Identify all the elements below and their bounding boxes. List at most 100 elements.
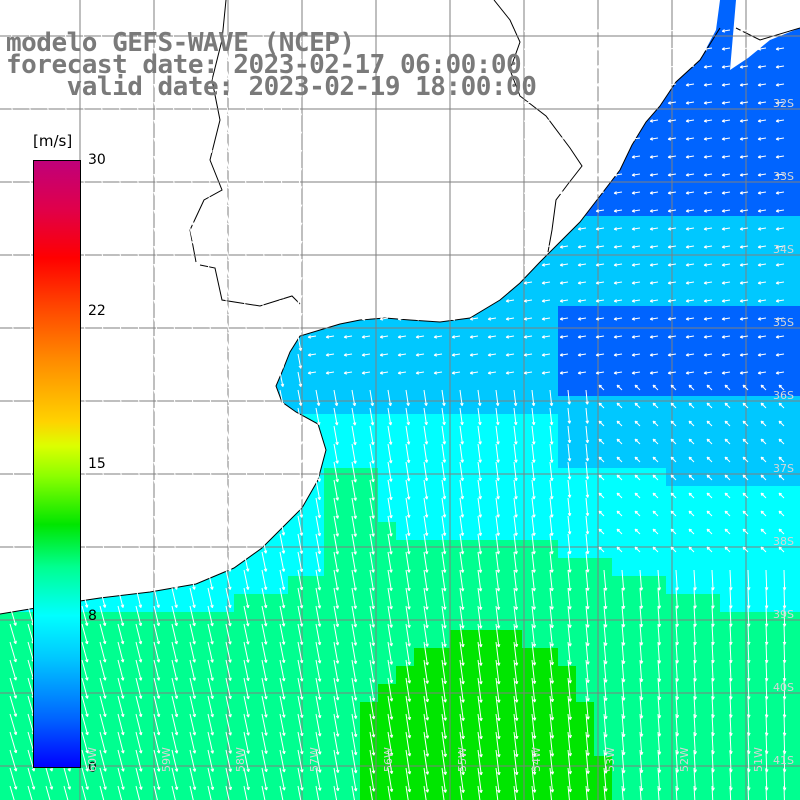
speed-cell bbox=[702, 558, 721, 577]
wind-arrow bbox=[459, 389, 464, 407]
wind-arrow bbox=[487, 137, 497, 141]
speed-cell bbox=[576, 324, 595, 343]
wind-arrow bbox=[279, 65, 285, 81]
wind-arrow bbox=[703, 29, 713, 33]
wind-arrow bbox=[9, 335, 16, 354]
speed-cell bbox=[738, 540, 757, 559]
wind-arrow bbox=[397, 65, 407, 69]
wind-arrow bbox=[505, 353, 515, 357]
wind-arrow bbox=[279, 281, 285, 299]
speed-cell bbox=[756, 576, 775, 595]
speed-cell bbox=[612, 288, 631, 307]
wind-arrow bbox=[487, 29, 497, 33]
wind-arrow bbox=[397, 299, 407, 303]
speed-cell bbox=[648, 522, 667, 541]
wind-arrow bbox=[189, 155, 195, 172]
wind-arrow bbox=[433, 119, 443, 123]
wind-arrow bbox=[469, 83, 479, 87]
speed-cell bbox=[576, 504, 595, 523]
wind-arrow bbox=[613, 101, 623, 105]
wind-arrow bbox=[757, 209, 767, 213]
wind-arrow bbox=[397, 155, 407, 159]
speed-cell bbox=[630, 216, 649, 235]
wind-arrow bbox=[9, 263, 16, 281]
speed-cell bbox=[684, 720, 703, 739]
colorbar-tick: 30 bbox=[88, 152, 106, 168]
wind-arrow bbox=[742, 384, 749, 391]
wind-arrow bbox=[649, 371, 659, 375]
speed-cell bbox=[630, 576, 649, 595]
speed-cell bbox=[504, 540, 523, 559]
speed-cell bbox=[378, 504, 397, 523]
speed-cell bbox=[414, 612, 433, 631]
wind-arrow bbox=[775, 119, 785, 123]
speed-cell bbox=[288, 540, 307, 559]
wind-arrow bbox=[135, 299, 142, 317]
speed-cell bbox=[252, 666, 271, 685]
speed-cell bbox=[648, 234, 667, 253]
speed-cell bbox=[666, 486, 685, 505]
speed-cell bbox=[450, 630, 469, 649]
wind-arrow bbox=[343, 335, 353, 339]
speed-cell bbox=[594, 486, 613, 505]
wind-arrow bbox=[649, 137, 659, 141]
wind-arrow bbox=[523, 47, 533, 51]
speed-cell bbox=[360, 540, 379, 559]
wind-arrow bbox=[207, 371, 214, 390]
speed-cell bbox=[504, 792, 523, 800]
wind-arrow bbox=[721, 335, 731, 339]
wind-arrow bbox=[135, 119, 141, 135]
speed-cell bbox=[216, 612, 235, 631]
speed-cell bbox=[648, 612, 667, 631]
wind-arrow bbox=[117, 353, 124, 372]
wind-arrow bbox=[577, 137, 587, 141]
wind-arrow bbox=[189, 389, 196, 408]
wind-arrow bbox=[81, 191, 88, 208]
wind-arrow bbox=[243, 353, 249, 372]
speed-cell bbox=[756, 504, 775, 523]
wind-arrow bbox=[307, 29, 317, 33]
speed-cell bbox=[0, 720, 19, 739]
wind-arrow bbox=[343, 281, 353, 285]
speed-cell bbox=[468, 720, 487, 739]
speed-cell bbox=[90, 720, 109, 739]
wind-arrow bbox=[307, 245, 317, 249]
speed-cell bbox=[540, 612, 559, 631]
wind-arrow bbox=[685, 317, 695, 321]
wind-arrow bbox=[207, 47, 213, 63]
speed-cell bbox=[774, 504, 793, 523]
wind-arrow bbox=[297, 191, 303, 208]
speed-cell bbox=[612, 648, 631, 667]
speed-cell bbox=[558, 432, 577, 451]
wind-arrow bbox=[261, 317, 267, 336]
speed-cell bbox=[288, 720, 307, 739]
speed-cell bbox=[792, 612, 800, 631]
wind-arrow bbox=[667, 47, 677, 51]
speed-cell bbox=[792, 360, 800, 379]
wind-arrow bbox=[757, 191, 767, 195]
wind-arrow bbox=[757, 101, 767, 105]
speed-cell bbox=[288, 738, 307, 757]
speed-cell bbox=[684, 162, 703, 181]
speed-cell bbox=[666, 360, 685, 379]
longitude-label: 54W bbox=[530, 747, 543, 772]
speed-cell bbox=[558, 612, 577, 631]
wind-arrow bbox=[9, 29, 15, 44]
speed-cell bbox=[612, 486, 631, 505]
speed-cell bbox=[666, 414, 685, 433]
speed-cell bbox=[162, 648, 181, 667]
speed-cell bbox=[324, 360, 343, 379]
wind-arrow bbox=[171, 317, 178, 336]
speed-cell bbox=[396, 630, 415, 649]
speed-cell bbox=[306, 360, 325, 379]
speed-cell bbox=[342, 342, 361, 361]
wind-arrow bbox=[469, 155, 479, 159]
speed-cell bbox=[396, 486, 415, 505]
wind-arrow bbox=[415, 335, 425, 339]
wind-arrow bbox=[307, 299, 317, 303]
speed-cell bbox=[666, 558, 685, 577]
speed-cell bbox=[576, 450, 595, 469]
wind-arrow bbox=[153, 371, 160, 390]
wind-arrow bbox=[63, 29, 69, 44]
speed-cell bbox=[504, 432, 523, 451]
